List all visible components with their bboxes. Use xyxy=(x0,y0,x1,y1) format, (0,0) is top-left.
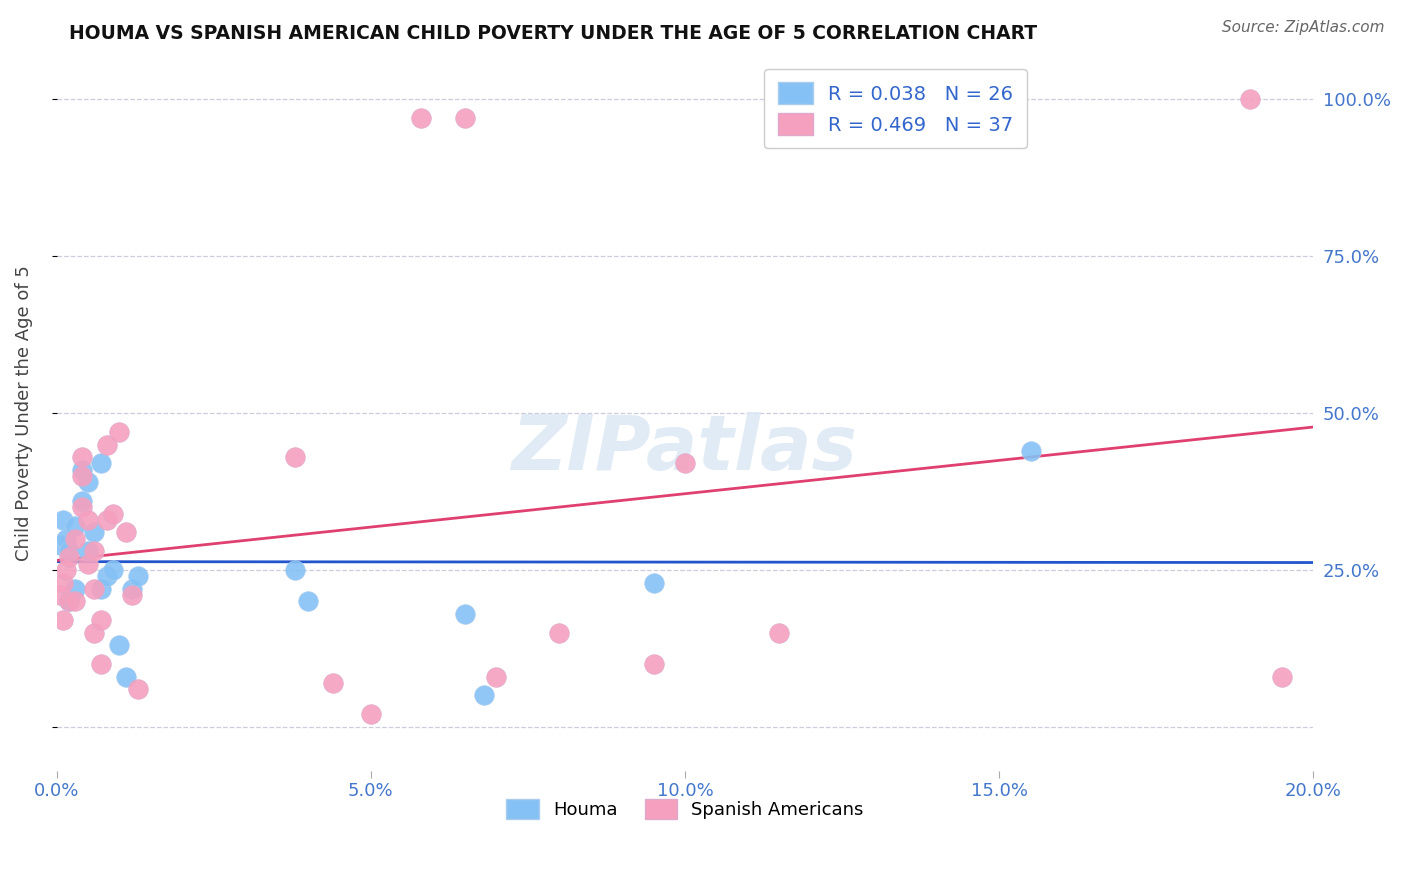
Point xyxy=(284,450,307,464)
Point xyxy=(65,519,87,533)
Point xyxy=(485,670,508,684)
Point xyxy=(114,525,136,540)
Point xyxy=(322,676,344,690)
Point xyxy=(70,450,93,464)
Text: ZIPatlas: ZIPatlas xyxy=(512,412,858,486)
Point xyxy=(70,500,93,515)
Point xyxy=(472,689,495,703)
Point xyxy=(77,475,100,490)
Point xyxy=(55,563,77,577)
Point xyxy=(83,525,105,540)
Point xyxy=(52,613,75,627)
Point xyxy=(83,544,105,558)
Legend: Houma, Spanish Americans: Houma, Spanish Americans xyxy=(499,792,872,826)
Point xyxy=(297,594,319,608)
Point xyxy=(127,682,149,697)
Point xyxy=(77,544,100,558)
Point xyxy=(454,112,477,126)
Point xyxy=(108,638,131,652)
Point xyxy=(65,532,87,546)
Point xyxy=(70,462,93,476)
Point xyxy=(90,456,112,470)
Point xyxy=(114,670,136,684)
Point xyxy=(70,468,93,483)
Point xyxy=(96,513,118,527)
Point xyxy=(96,437,118,451)
Point xyxy=(65,594,87,608)
Point xyxy=(360,707,382,722)
Point xyxy=(101,563,124,577)
Point xyxy=(58,550,80,565)
Text: Source: ZipAtlas.com: Source: ZipAtlas.com xyxy=(1222,20,1385,35)
Point xyxy=(58,594,80,608)
Point xyxy=(48,588,70,602)
Point xyxy=(90,613,112,627)
Y-axis label: Child Poverty Under the Age of 5: Child Poverty Under the Age of 5 xyxy=(15,265,32,561)
Point xyxy=(58,544,80,558)
Point xyxy=(673,456,696,470)
Point xyxy=(409,112,432,126)
Point xyxy=(108,425,131,439)
Point xyxy=(1271,670,1294,684)
Point xyxy=(58,594,80,608)
Point xyxy=(83,582,105,596)
Point xyxy=(768,625,790,640)
Point xyxy=(643,657,665,671)
Point xyxy=(65,582,87,596)
Point xyxy=(96,569,118,583)
Point xyxy=(1019,443,1042,458)
Point xyxy=(548,625,571,640)
Point xyxy=(83,625,105,640)
Point xyxy=(77,513,100,527)
Point xyxy=(90,657,112,671)
Point xyxy=(52,575,75,590)
Point xyxy=(77,557,100,571)
Point xyxy=(1239,93,1261,107)
Point xyxy=(52,513,75,527)
Point xyxy=(90,582,112,596)
Point xyxy=(70,494,93,508)
Point xyxy=(284,563,307,577)
Point xyxy=(55,532,77,546)
Point xyxy=(127,569,149,583)
Point xyxy=(48,538,70,552)
Point xyxy=(121,588,143,602)
Point xyxy=(454,607,477,621)
Point xyxy=(101,507,124,521)
Point xyxy=(643,575,665,590)
Point xyxy=(121,582,143,596)
Text: HOUMA VS SPANISH AMERICAN CHILD POVERTY UNDER THE AGE OF 5 CORRELATION CHART: HOUMA VS SPANISH AMERICAN CHILD POVERTY … xyxy=(69,24,1038,43)
